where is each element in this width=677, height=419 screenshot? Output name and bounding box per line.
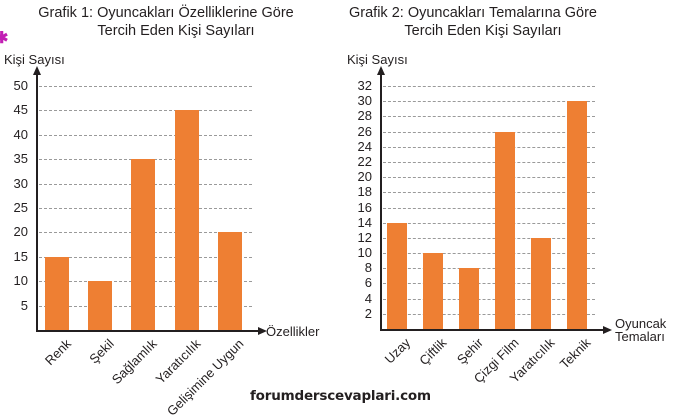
bar [88, 281, 113, 330]
y-tick-label: 16 [357, 200, 372, 215]
x-category-label: Şehir [453, 335, 486, 368]
y-tick-label: 24 [357, 139, 372, 154]
y-tick-label: 14 [357, 215, 372, 230]
y-tick-label: 32 [357, 78, 372, 93]
chart-1-title-line-1: Grafik 1: Oyuncakları Özelliklerine Göre [38, 5, 294, 21]
gridline [39, 110, 252, 111]
x-axis [36, 330, 258, 332]
gridline [383, 253, 595, 254]
y-tick-label: 18 [357, 184, 372, 199]
y-axis [36, 74, 38, 331]
y-tick-label: 30 [13, 176, 28, 191]
gridline [383, 192, 595, 193]
y-tick-label: 5 [20, 298, 28, 313]
gridline [383, 268, 595, 269]
y-tick-label: 4 [364, 291, 372, 306]
gridline [39, 86, 252, 87]
chart-2-title-line-2: Tercih Eden Kişi Sayıları [404, 23, 562, 39]
y-tick-label: 35 [13, 151, 28, 166]
y-tick-label: 20 [357, 169, 372, 184]
bar [423, 253, 443, 329]
bar [131, 159, 156, 330]
chart-2-title: Grafik 2: Oyuncakları Temalarına Göre Te… [343, 4, 603, 40]
x-category-label: Uzay [382, 335, 414, 367]
bar [217, 232, 242, 330]
gridline [383, 86, 595, 87]
gridline [383, 208, 595, 209]
gridline [383, 101, 595, 102]
x-axis-arrow-icon [258, 326, 267, 335]
y-tick-label: 2 [364, 306, 372, 321]
x-category-label: Şekil [86, 336, 117, 367]
x-category-label: Çiftlik [416, 335, 450, 369]
y-tick-label: 28 [357, 108, 372, 123]
y-tick-label: 8 [364, 260, 372, 275]
chart-2-y-axis-label: Kişi Sayısı [347, 52, 408, 67]
y-axis-arrow-icon [376, 66, 385, 75]
chart-1-title-line-2: Tercih Eden Kişi Sayıları [97, 23, 255, 39]
bar [387, 222, 407, 329]
bar [495, 131, 515, 329]
y-tick-label: 30 [357, 93, 372, 108]
y-tick-label: 45 [13, 102, 28, 117]
gridline [383, 132, 595, 133]
y-tick-label: 22 [357, 154, 372, 169]
chart-2-title-line-1: Grafik 2: Oyuncakları Temalarına Göre [349, 5, 597, 21]
gridline [383, 223, 595, 224]
y-tick-label: 10 [357, 245, 372, 260]
y-tick-label: 40 [13, 127, 28, 142]
x-category-label: Teknik [556, 335, 594, 372]
x-axis [380, 329, 603, 331]
gridline [383, 238, 595, 239]
bar [531, 237, 551, 329]
chart-1-x-axis-label: Özellikler [266, 324, 320, 339]
y-tick-label: 26 [357, 124, 372, 139]
chart-2-x-axis-label-line-2: Temaları [615, 329, 665, 344]
bar [567, 101, 587, 329]
gridline [383, 283, 595, 284]
y-axis-arrow-icon [32, 66, 41, 75]
gridline [383, 299, 595, 300]
y-tick-label: 50 [13, 78, 28, 93]
x-category-label: Gelişimine Uygun [163, 336, 247, 419]
x-axis-arrow-icon [603, 325, 612, 334]
y-tick-label: 10 [13, 273, 28, 288]
y-tick-label: 12 [357, 230, 372, 245]
chart-1-title: Grafik 1: Oyuncakları Özelliklerine Göre… [6, 4, 326, 40]
gridline [383, 177, 595, 178]
gridline [383, 116, 595, 117]
gridline [383, 147, 595, 148]
chart-2-x-axis-label-line-1: Oyuncak [615, 316, 667, 331]
gridline [383, 162, 595, 163]
chart-1-y-axis-label: Kişi Sayısı [4, 52, 65, 67]
bar [174, 110, 199, 330]
x-category-label: Renk [41, 336, 74, 369]
y-tick-label: 25 [13, 200, 28, 215]
bar [459, 268, 479, 329]
bar [45, 256, 69, 330]
chart-2-x-axis-label: Oyuncak Temaları [615, 317, 666, 343]
x-category-label: Sağlamlık [109, 336, 161, 387]
y-tick-label: 20 [13, 224, 28, 239]
y-tick-label: 15 [13, 249, 28, 264]
gridline [39, 135, 252, 136]
watermark: forumderscevaplari.com [250, 388, 431, 404]
y-axis [380, 74, 382, 330]
gridline [383, 314, 595, 315]
decorative-mark-icon: ✱ [0, 30, 9, 47]
y-tick-label: 6 [364, 275, 372, 290]
